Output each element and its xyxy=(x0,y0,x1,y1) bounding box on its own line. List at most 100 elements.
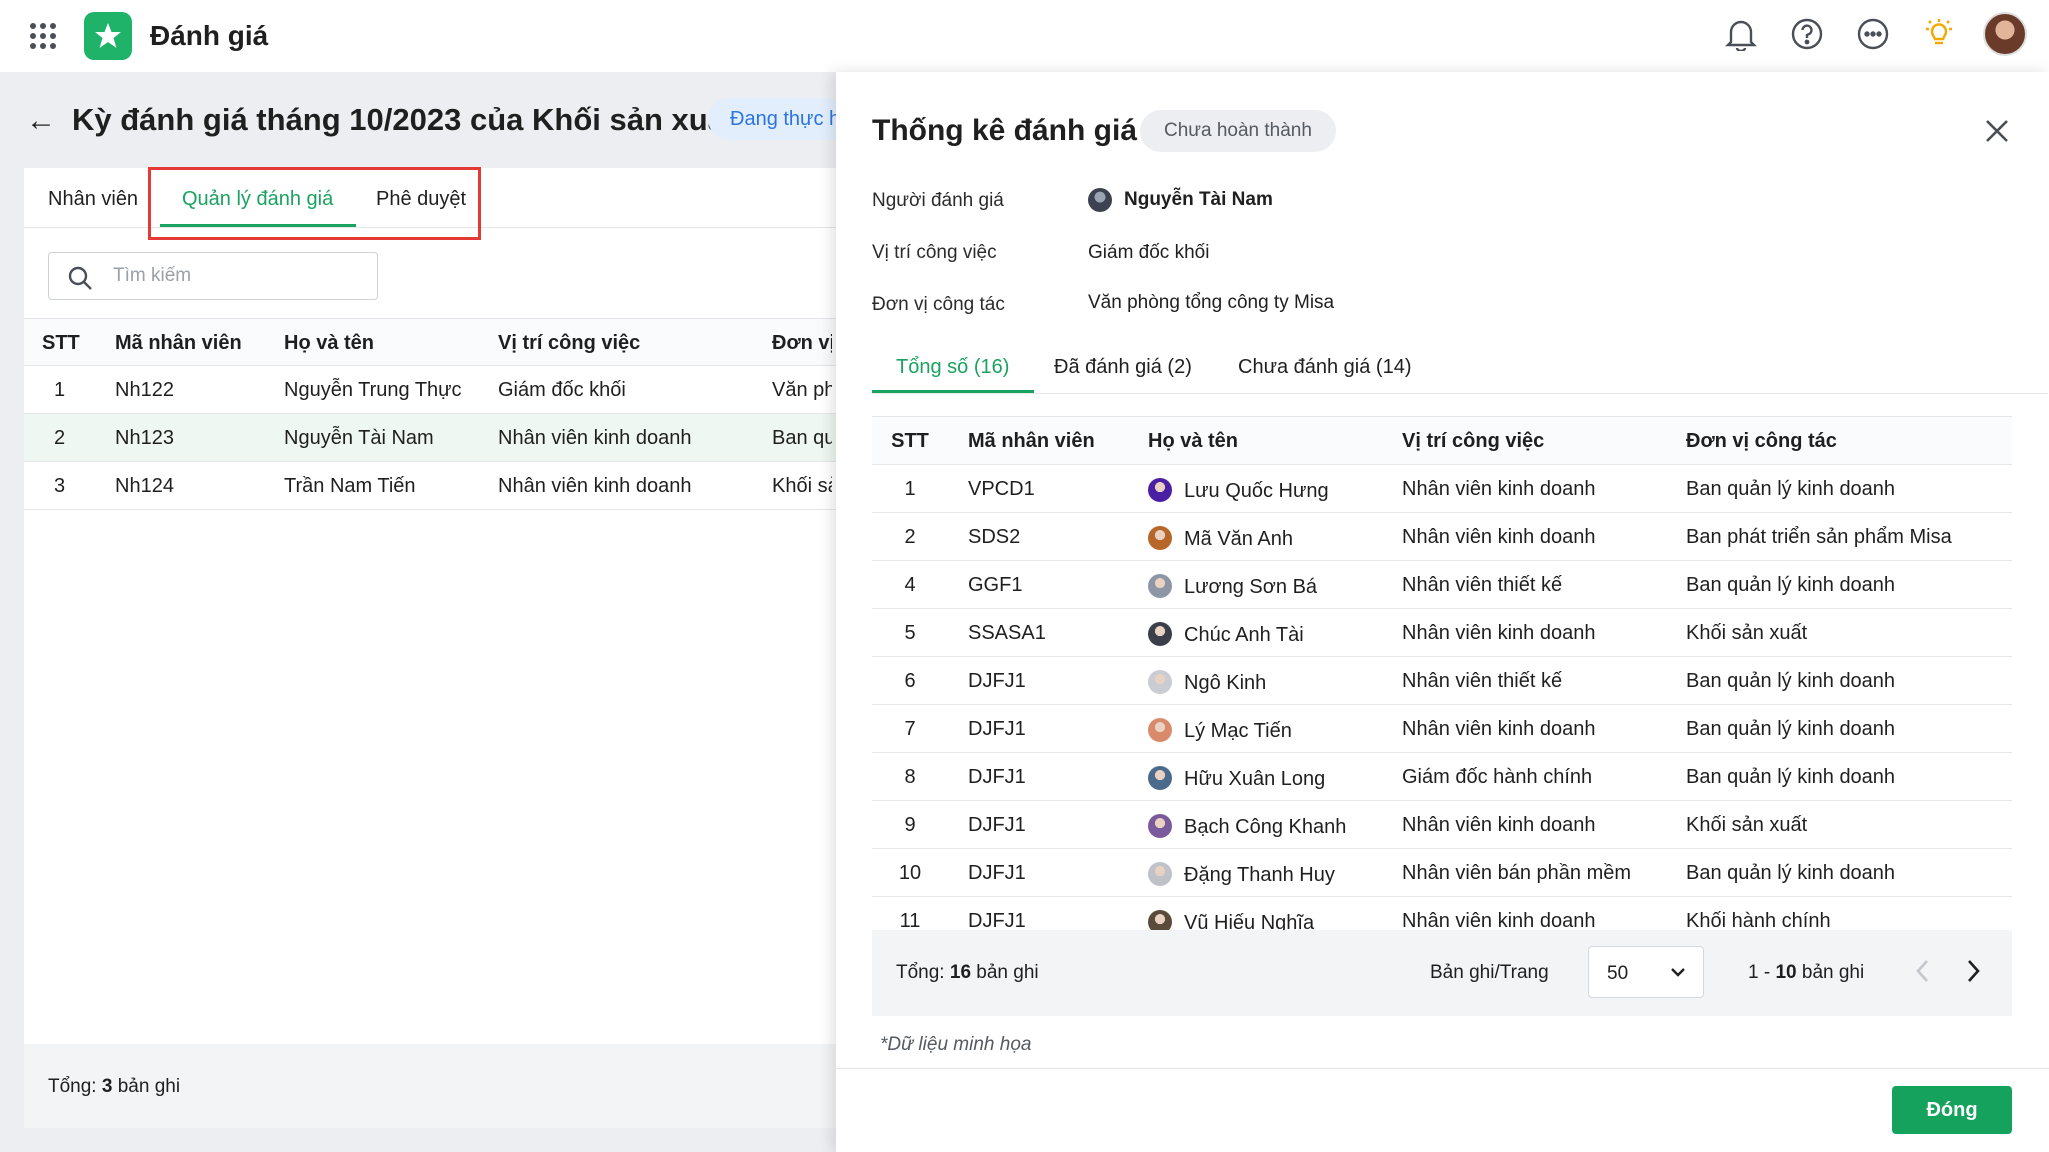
row-name: Hữu Xuân Long xyxy=(1148,766,1325,791)
table-header-row: STT Mã nhân viên Họ và tên Vị trí công v… xyxy=(24,318,844,366)
app-logo-icon[interactable] xyxy=(84,12,132,60)
row-position: Nhân viên kinh doanh xyxy=(1402,718,1596,740)
search-input[interactable] xyxy=(113,263,363,289)
close-button[interactable]: Đóng xyxy=(1892,1086,2012,1134)
rows-per-page-select[interactable]: 50 xyxy=(1588,946,1704,998)
employee-avatar xyxy=(1148,766,1172,790)
total-records: Tổng: 16 bản ghi xyxy=(896,962,1039,983)
row-code: DJFJ1 xyxy=(968,766,1026,788)
row-name: Nguyễn Tài Nam xyxy=(284,427,434,449)
tab-not-reviewed[interactable]: Chưa đánh giá (14) xyxy=(1238,356,1412,378)
more-icon[interactable] xyxy=(1851,12,1895,56)
table-row[interactable]: 9 DJFJ1 Bạch Công Khanh Nhân viên kinh doan… xyxy=(872,801,2012,849)
row-stt: 8 xyxy=(904,766,916,788)
unit-value: Văn phòng tổng công ty Misa xyxy=(1088,292,1335,313)
chevron-right-icon[interactable] xyxy=(1962,956,1984,986)
row-stt: 6 xyxy=(904,670,916,692)
status-badge: Đang thực hiện xyxy=(708,98,848,140)
row-unit: Khối sản xuất xyxy=(772,475,832,497)
column-header-unit: Đơn vị công tác xyxy=(1686,430,1837,452)
top-bar: Đánh giá xyxy=(0,0,2049,72)
bell-icon[interactable] xyxy=(1719,12,1763,56)
illustrative-data-note: *Dữ liệu minh họa xyxy=(880,1034,1032,1055)
row-name: Bạch Công Khanh xyxy=(1148,814,1346,839)
tab-employees[interactable]: Nhân viên xyxy=(48,188,139,210)
help-icon[interactable] xyxy=(1785,12,1829,56)
employee-avatar xyxy=(1148,862,1172,886)
statistics-table[interactable]: STT Mã nhân viên Họ và tên Vị trí công v… xyxy=(872,416,2012,930)
row-stt: 9 xyxy=(904,814,916,836)
row-unit: Khối hành chính xyxy=(1686,910,1831,930)
row-unit: Ban phát triển sản phẩm Misa xyxy=(1686,526,1952,548)
search-field[interactable] xyxy=(48,252,378,300)
employee-table: STT Mã nhân viên Họ và tên Vị trí công v… xyxy=(24,318,844,510)
row-stt: 5 xyxy=(904,622,916,644)
row-code: DJFJ1 xyxy=(968,862,1026,884)
tab-reviewed[interactable]: Đã đánh giá (2) xyxy=(1054,356,1192,378)
tab-total[interactable]: Tổng số (16) xyxy=(896,356,1010,378)
row-position: Giám đốc hành chính xyxy=(1402,766,1593,788)
table-row[interactable]: 1 VPCD1 Lưu Quốc Hưng Nhân viên kinh doanh B… xyxy=(872,465,2012,513)
chevron-left-icon[interactable] xyxy=(1912,956,1934,986)
table-row[interactable]: 1 Nh122 Nguyễn Trung Thực Giám đốc khối … xyxy=(24,366,844,414)
row-name: Trần Nam Tiến xyxy=(284,475,416,497)
active-tab-indicator xyxy=(160,224,356,227)
rows-per-page-label: Bản ghi/Trang xyxy=(1430,962,1549,983)
column-header-position: Vị trí công việc xyxy=(498,332,641,354)
apps-grid-icon[interactable] xyxy=(30,23,56,49)
row-code: DJFJ1 xyxy=(968,910,1026,930)
table-header-row: STT Mã nhân viên Họ và tên Vị trí công v… xyxy=(872,417,2012,465)
back-arrow-icon[interactable]: ← xyxy=(26,104,56,137)
table-footer: Tổng: 3 bản ghi xyxy=(24,1044,844,1128)
employee-avatar xyxy=(1148,574,1172,598)
row-name: Mã Văn Anh xyxy=(1148,526,1293,551)
panel-tabs: Tổng số (16) Đã đánh giá (2) Chưa đánh g… xyxy=(872,344,2048,394)
close-icon[interactable] xyxy=(1980,114,2014,148)
employee-avatar xyxy=(1148,910,1172,930)
row-code: SSASA1 xyxy=(968,622,1046,644)
row-position: Giám đốc khối xyxy=(498,379,626,401)
table-row[interactable]: 3 Nh124 Trần Nam Tiến Nhân viên kinh doa… xyxy=(24,462,844,510)
row-code: Nh124 xyxy=(115,475,174,497)
row-name: Lương Sơn Bá xyxy=(1148,574,1317,599)
row-code: GGF1 xyxy=(968,574,1023,596)
table-row[interactable]: 10 DJFJ1 Đặng Thanh Huy Nhân viên bán phần … xyxy=(872,849,2012,897)
employee-avatar xyxy=(1148,478,1172,502)
row-code: DJFJ1 xyxy=(968,718,1026,740)
row-unit: Ban quản lý kinh doanh xyxy=(1686,478,1896,500)
tab-approval[interactable]: Phê duyệt xyxy=(376,188,467,210)
row-position: Nhân viên kinh doanh xyxy=(1402,622,1596,644)
row-unit: Ban quản lý kinh doanh xyxy=(1686,766,1896,788)
lightbulb-icon[interactable] xyxy=(1917,12,1961,56)
row-stt: 11 xyxy=(899,910,921,930)
row-code: Nh123 xyxy=(115,427,174,449)
row-unit: Khối sản xuất xyxy=(1686,814,1808,836)
table-row[interactable]: 5 SSASA1 Chúc Anh Tài Nhân viên kinh doanh K… xyxy=(872,609,2012,657)
user-avatar[interactable] xyxy=(1983,12,2027,56)
reviewer-value: Nguyễn Tài Nam xyxy=(1088,188,1273,212)
employee-avatar xyxy=(1148,814,1172,838)
table-row[interactable]: 8 DJFJ1 Hữu Xuân Long Giám đốc hành chính Ba… xyxy=(872,753,2012,801)
column-header-name: Họ và tên xyxy=(284,332,375,354)
total-records: Tổng: 3 bản ghi xyxy=(48,1076,181,1097)
tab-review-management[interactable]: Quản lý đánh giá xyxy=(182,188,334,210)
table-row[interactable]: 2 Nh123 Nguyễn Tài Nam Nhân viên kinh do… xyxy=(24,414,844,462)
table-row[interactable]: 4 GGF1 Lương Sơn Bá Nhân viên thiết kế Ban q… xyxy=(872,561,2012,609)
table-row[interactable]: 11 DJFJ1 Vũ Hiếu Nghĩa Nhân viên kinh doanh… xyxy=(872,897,2012,930)
table-row[interactable]: 2 SDS2 Mã Văn Anh Nhân viên kinh doanh Ban p… xyxy=(872,513,2012,561)
column-header-name: Họ và tên xyxy=(1148,430,1239,452)
tabs-highlight-box xyxy=(148,167,481,240)
completion-status-badge: Chưa hoàn thành xyxy=(1140,110,1336,152)
search-icon xyxy=(68,266,92,290)
employee-avatar xyxy=(1148,622,1172,646)
chevron-down-icon xyxy=(1671,968,1685,977)
table-row[interactable]: 6 DJFJ1 Ngô Kinh Nhân viên thiết kế Ban quản… xyxy=(872,657,2012,705)
row-position: Nhân viên thiết kế xyxy=(1402,670,1563,692)
row-position: Nhân viên kinh doanh xyxy=(1402,478,1596,500)
row-stt: 1 xyxy=(904,478,916,500)
row-unit: Khối sản xuất xyxy=(1686,622,1808,644)
row-code: DJFJ1 xyxy=(968,814,1026,836)
table-row[interactable]: 7 DJFJ1 Lý Mạc Tiến Nhân viên kinh doanh Ban… xyxy=(872,705,2012,753)
row-unit: Văn phòng tổng công ty Misa xyxy=(772,379,832,401)
row-position: Nhân viên bán phần mềm xyxy=(1402,862,1632,884)
